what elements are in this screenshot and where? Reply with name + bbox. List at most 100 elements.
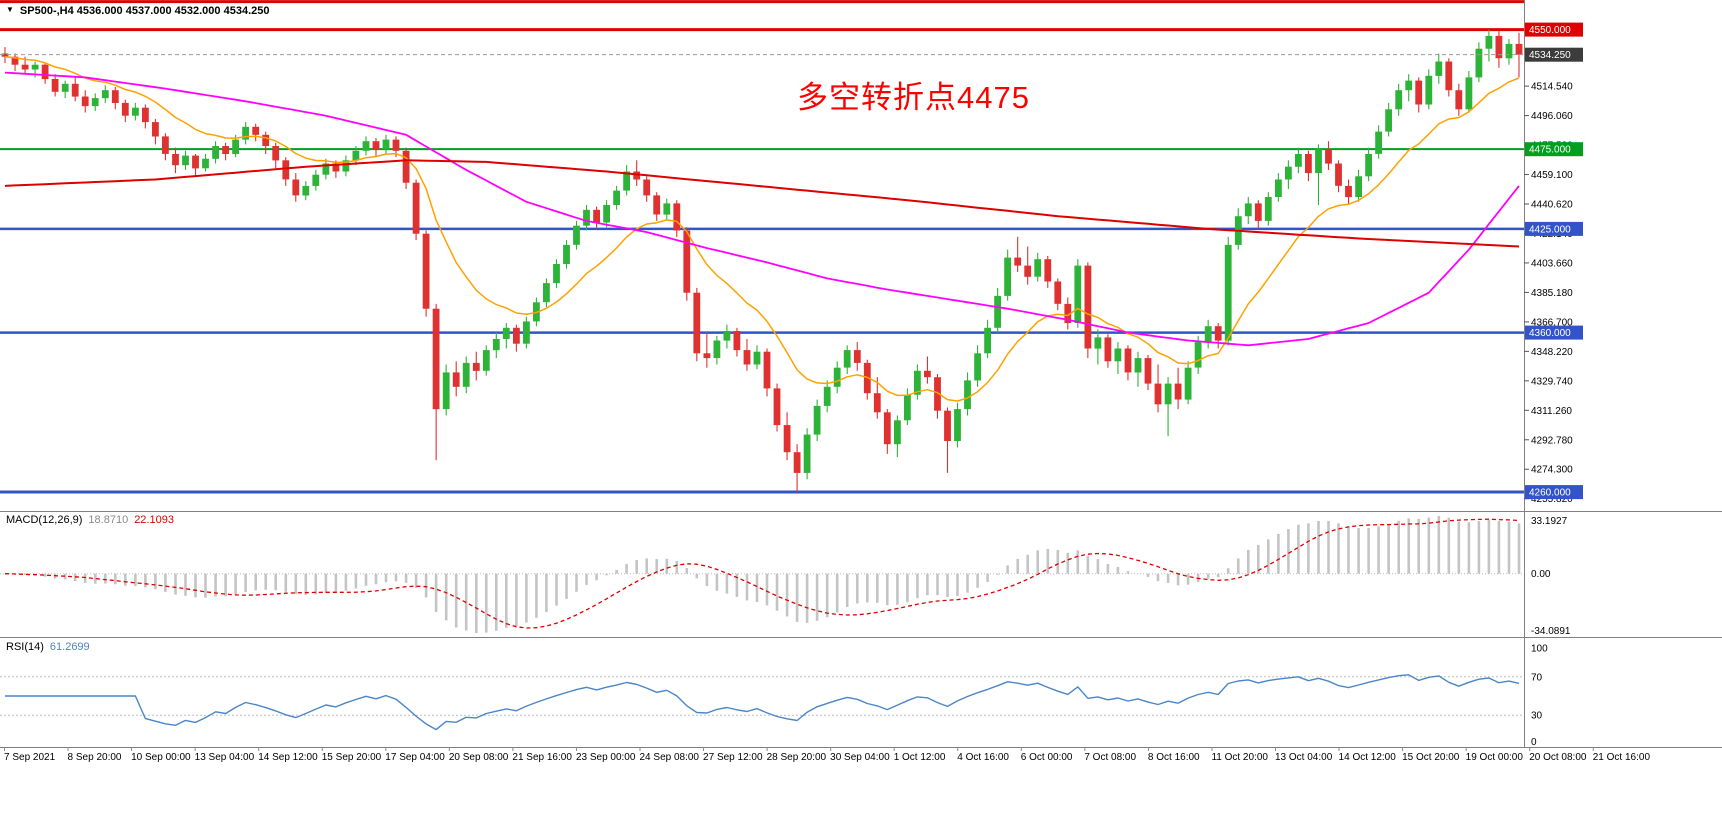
candle-body (1024, 265, 1032, 277)
price-scale-label: 4366.700 (1531, 317, 1573, 328)
price-scale-label: 4496.060 (1531, 111, 1573, 122)
rsi-header: RSI(14) 61.2699 (6, 641, 96, 653)
time-axis-label: 1 Oct 12:00 (894, 752, 946, 763)
candle-body (1425, 75, 1433, 105)
candle-body (262, 134, 270, 146)
candle-body (954, 409, 961, 441)
candle-body (1295, 154, 1302, 167)
candle-body (1044, 259, 1052, 282)
candle-body (1445, 61, 1453, 91)
time-axis-label: 21 Oct 16:00 (1593, 752, 1651, 763)
candle-body (964, 380, 971, 410)
candle-body (823, 386, 831, 406)
candlesticks (1, 29, 1523, 493)
price-badge (1525, 22, 1583, 37)
price-badge (1525, 142, 1583, 157)
candle-body (563, 244, 570, 264)
candle-body (783, 425, 791, 453)
candle-body (643, 179, 651, 196)
candle-body (753, 351, 761, 365)
price-badge-label: 4360.000 (1529, 328, 1571, 339)
candle-body (653, 195, 661, 215)
candle-body (1385, 109, 1392, 132)
candle-body (914, 370, 921, 395)
candle-body (733, 331, 741, 351)
candle-body (302, 185, 310, 196)
candle-body (142, 107, 149, 123)
candle-body (1054, 281, 1062, 304)
candle-body (442, 372, 450, 410)
time-axis-label: 13 Oct 04:00 (1275, 752, 1333, 763)
candle-body (31, 64, 39, 70)
candle-body (1094, 337, 1102, 349)
candle-body (51, 79, 59, 92)
candle-body (452, 372, 460, 387)
price-badge (1525, 221, 1583, 236)
candle-body (322, 163, 330, 175)
price-scale-label: 4459.100 (1531, 170, 1573, 181)
candle-body (362, 141, 370, 151)
candle-body (1154, 383, 1162, 405)
time-axis-label: 20 Sep 08:00 (449, 752, 509, 763)
candle-body (663, 203, 671, 215)
candle-body (723, 331, 731, 341)
candle-body (1164, 383, 1172, 405)
rsi-value: 61.2699 (49, 641, 90, 653)
candle-body (292, 179, 300, 196)
price-badge (1525, 47, 1583, 62)
annotation-text[interactable]: 多空转折点4475 (797, 80, 1030, 115)
candle-body (703, 353, 711, 359)
candle-body (1204, 326, 1212, 343)
candle-body (492, 339, 500, 351)
price-scale-label: 4292.780 (1531, 435, 1573, 446)
horizontal-levels (0, 0, 1524, 494)
candle-body (1104, 337, 1112, 362)
candle-body (1014, 257, 1022, 266)
symbol-header: ▼ SP500-,H4 4536.000 4537.000 4532.000 45… (6, 5, 275, 17)
candle-body (1345, 185, 1352, 198)
candle-body (222, 146, 229, 154)
ma-fast-line (4, 55, 1520, 402)
time-axis-label: 20 Oct 08:00 (1529, 752, 1587, 763)
time-axis-label: 8 Sep 20:00 (68, 752, 122, 763)
candle-body (1335, 163, 1342, 186)
candle-body (984, 327, 991, 354)
price-scale-label: 4403.660 (1531, 258, 1573, 269)
candle-body (1184, 367, 1192, 400)
candle-body (402, 150, 410, 183)
candle-body (212, 146, 219, 159)
macd-signal-value: 22.1093 (134, 514, 174, 526)
candle-body (853, 350, 861, 363)
candle-body (1084, 265, 1092, 349)
time-axis-label: 24 Sep 08:00 (640, 752, 700, 763)
time-axis-label: 6 Oct 00:00 (1021, 752, 1073, 763)
candle-body (21, 64, 29, 70)
candle-body (803, 434, 811, 473)
candle-body (232, 139, 239, 154)
candle-body (1515, 43, 1523, 55)
time-axis-label: 8 Oct 16:00 (1148, 752, 1200, 763)
price-scale-label: 4329.740 (1531, 376, 1573, 387)
collapse-icon[interactable]: ▼ (6, 5, 14, 14)
ma-mid-line (4, 71, 1520, 347)
candle-body (1134, 358, 1142, 373)
candle-body (1355, 176, 1362, 197)
time-axis-label: 28 Sep 20:00 (767, 752, 827, 763)
candle-body (312, 174, 320, 186)
candle-body (342, 160, 350, 172)
candle-body (462, 362, 470, 387)
candle-body (883, 412, 891, 445)
macd-scale-top: 33.1927 (1531, 516, 1568, 527)
macd-scale-bottom: -34.0891 (1531, 626, 1571, 637)
candle-body (282, 160, 290, 180)
candle-body (793, 452, 801, 473)
price-badge (1525, 485, 1583, 500)
price-badge (1525, 325, 1583, 340)
macd-title: MACD(12,26,9) (6, 514, 83, 526)
candle-body (1, 53, 9, 57)
candle-body (101, 90, 109, 99)
time-axis: 7 Sep 2021 8 Sep 20:00 10 Sep 00:00 13 Sep … (4, 747, 1650, 763)
candle-body (332, 163, 340, 172)
